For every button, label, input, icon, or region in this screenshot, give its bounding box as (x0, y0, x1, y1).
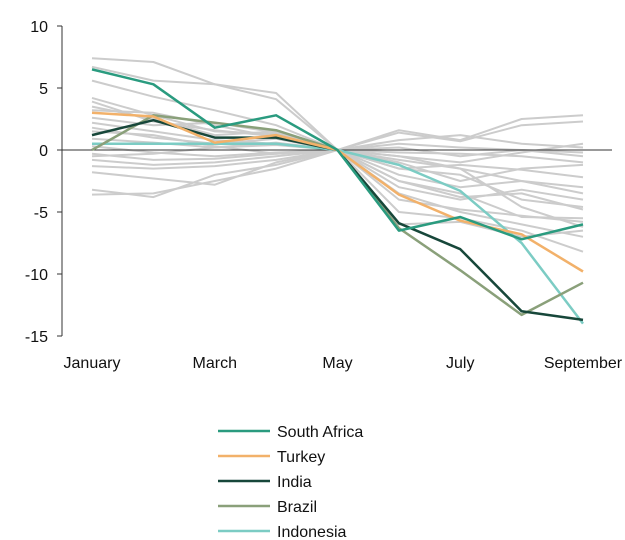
x-tick-label: January (64, 355, 121, 372)
x-tick-label: September (544, 355, 623, 372)
legend-label: India (277, 474, 312, 491)
y-tick-label: 5 (39, 81, 48, 98)
y-tick-label: 10 (30, 19, 48, 36)
legend-label: Turkey (277, 449, 325, 466)
y-tick-label: -10 (25, 267, 48, 284)
y-axis-ticks: 10 5 0 -5 -10 -15 (25, 19, 62, 346)
x-tick-label: March (193, 355, 237, 372)
series-line-south-africa (91, 68, 584, 241)
x-tick-label: May (322, 355, 352, 372)
legend-label: South Africa (277, 424, 363, 441)
background-series-line-9 (91, 126, 584, 151)
y-tick-label: -5 (34, 205, 48, 222)
x-tick-label: July (446, 355, 474, 372)
background-series-line-13 (91, 149, 584, 223)
x-axis-ticks: January March May July September (64, 355, 623, 372)
highlight-series-group (91, 68, 584, 325)
y-tick-label: -15 (25, 329, 48, 346)
legend: South Africa Turkey India Brazil Indonesia (218, 424, 363, 540)
legend-label: Indonesia (277, 524, 346, 540)
legend-label: Brazil (277, 499, 317, 516)
background-series-line-18 (91, 130, 584, 164)
background-series-group (91, 57, 584, 253)
y-tick-label: 0 (39, 143, 48, 160)
